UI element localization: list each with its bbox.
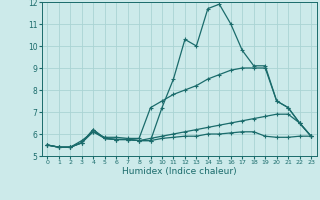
X-axis label: Humidex (Indice chaleur): Humidex (Indice chaleur)	[122, 167, 236, 176]
